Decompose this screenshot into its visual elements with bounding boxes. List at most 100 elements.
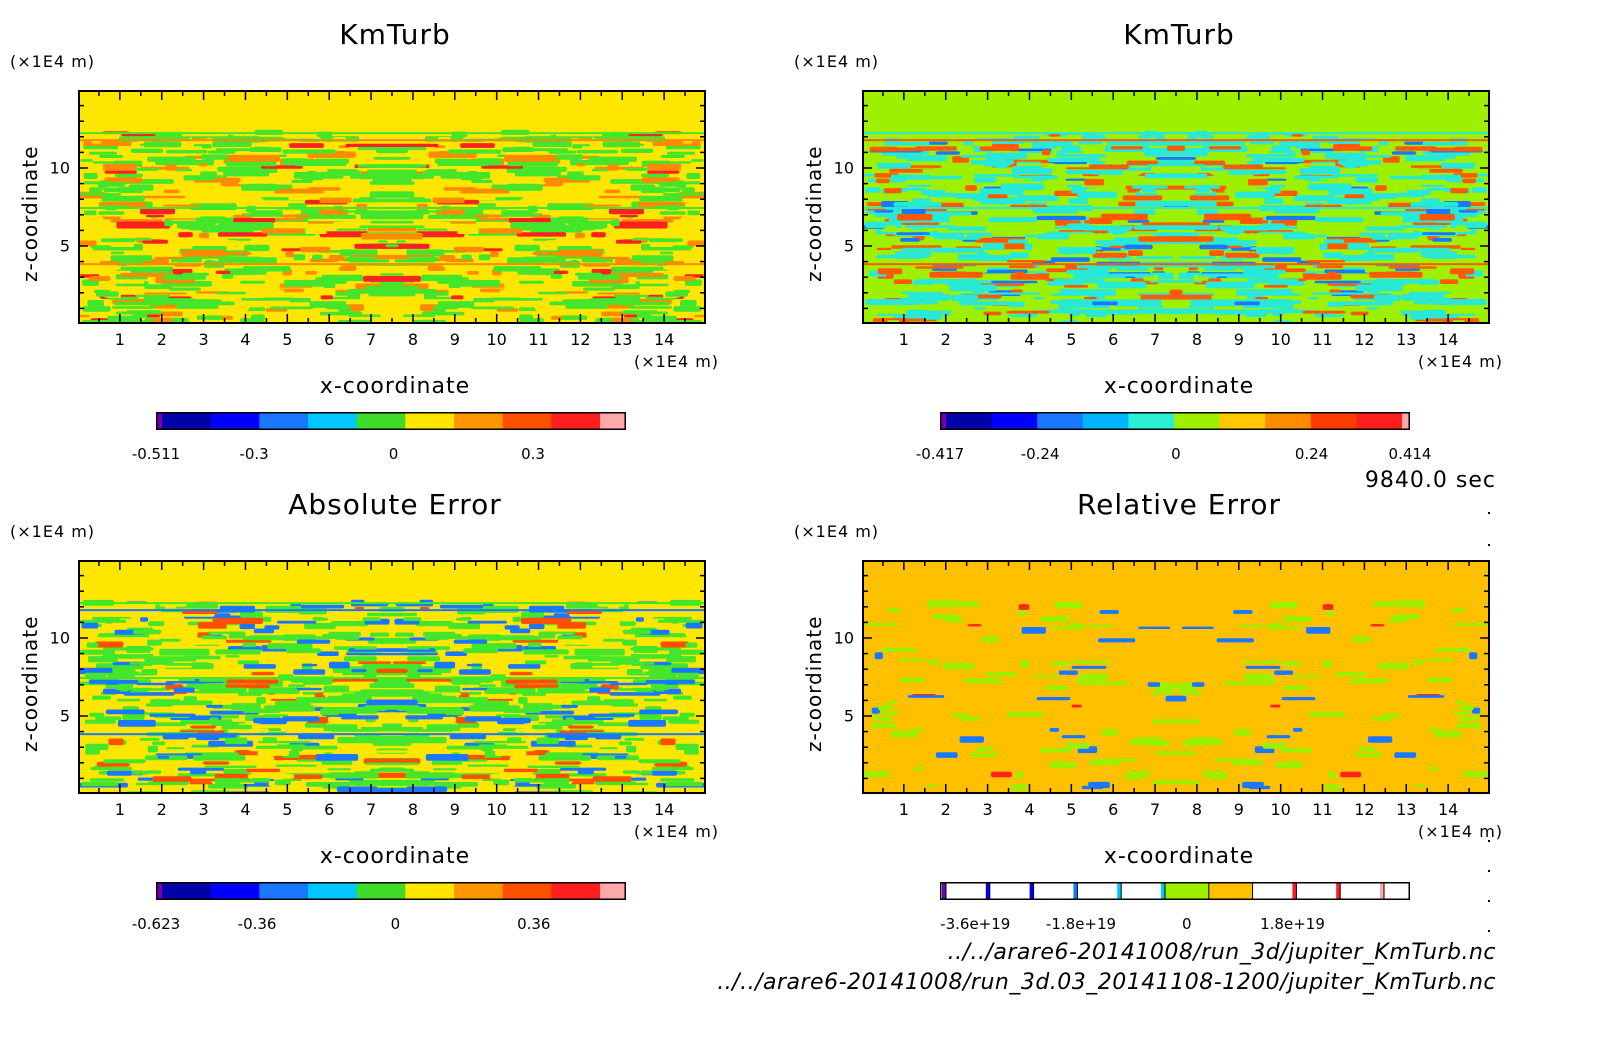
heatmap-cell [1065,742,1090,749]
heatmap-cell [991,280,1038,284]
heatmap-cell [1089,164,1129,170]
heatmap-cell [671,654,682,659]
heatmap-cell [181,611,217,614]
heatmap-cell [563,655,601,660]
heatmap-cell [680,300,697,307]
heatmap-cell [380,281,401,288]
heatmap-cell [514,171,561,177]
heatmap-cell [645,679,696,684]
heatmap-cell [623,233,635,240]
heatmap-cell [1324,784,1341,791]
heatmap-cell [323,283,336,288]
heatmap-cell [103,193,121,197]
heatmap-cell [82,306,111,312]
heatmap-cell [1088,781,1110,789]
heatmap-cell [1010,274,1050,280]
heatmap-cell [315,754,359,761]
heatmap-cell [675,743,699,750]
heatmap-cell [518,696,528,704]
heatmap-cell [904,225,954,229]
heatmap-cell [628,719,667,727]
heatmap-cell [158,665,198,668]
x-tick-label: 3 [198,800,209,819]
heatmap-cell [890,301,939,305]
heatmap-cell [464,716,502,722]
heatmap-cell [906,309,930,315]
heatmap-cell [1257,167,1287,170]
heatmap-cell [335,777,364,781]
heatmap-cell [1365,226,1404,231]
heatmap-cell [1154,151,1194,156]
heatmap-cell [445,319,474,323]
heatmap-cell [180,146,203,150]
heatmap-cell [645,672,699,675]
heatmap-cell [1138,236,1190,242]
heatmap-cell [493,779,510,786]
heatmap-cell [626,669,643,676]
heatmap-cell [320,295,333,300]
heatmap-cell [253,717,288,724]
x-tick-label: 13 [612,330,633,349]
heatmap-cell [145,214,165,218]
x-tick-label: 1 [898,330,909,349]
heatmap-cell [1324,269,1377,274]
heatmap-cell [498,635,535,641]
heatmap-cell [901,207,926,215]
heatmap-cell [373,156,403,160]
heatmap-cell [1189,195,1230,201]
heatmap-cell [1179,691,1203,695]
heatmap-cell [1460,247,1476,250]
colorbar-stripe [1336,882,1341,900]
heatmap-cell [1040,615,1069,622]
heatmap-cell [881,229,935,232]
heatmap-cell [473,700,510,706]
heatmap-cell [1170,200,1217,207]
colorbar [940,412,1410,430]
heatmap-cell [164,298,195,305]
heatmap-cell [89,778,125,782]
heatmap-cell [1344,194,1365,199]
heatmap-cell [1068,198,1088,204]
colorbar-swatch [1077,882,1122,900]
colorbar-swatch [1384,882,1410,900]
heatmap-cell [1243,269,1286,274]
heatmap-cell [471,179,493,183]
heatmap-cell [1428,255,1460,259]
heatmap-cell [105,709,145,715]
x-tick-label: 13 [1396,330,1417,349]
x-tick-label: 6 [1108,800,1119,819]
heatmap-cell [660,738,676,746]
heatmap-cell [328,661,350,669]
colorbar-swatch [405,412,455,430]
heatmap-cell [1394,752,1417,758]
heatmap-cell [639,279,671,284]
heatmap-cell [1303,271,1325,274]
heatmap-cell [1136,256,1174,259]
heatmap-cell [1236,289,1287,296]
heatmap-cell [1116,267,1149,271]
heatmap-cell [83,173,98,179]
heatmap-cell [269,306,314,310]
x-tick-label: 12 [570,800,591,819]
heatmap-cell [653,270,704,275]
colorbar-swatch [308,882,358,900]
heatmap-cell [1179,256,1216,259]
heatmap-cell [660,641,689,648]
heatmap-cell [379,290,416,297]
heatmap-cell [1112,273,1155,277]
heatmap-cell [359,225,412,228]
heatmap-cell [473,214,503,218]
heatmap-cell [327,768,352,771]
colorbar-swatch [308,412,358,430]
heatmap-cell [587,696,601,702]
heatmap-cell [288,684,306,687]
heatmap-cell [982,243,1005,250]
heatmap-cell [1225,252,1260,258]
heatmap-cell [1236,758,1259,766]
heatmap-cell [166,747,185,750]
x-axis-label: x-coordinate [319,374,471,399]
heatmap-cell [1255,296,1268,300]
heatmap-cell [1068,233,1115,241]
heatmap-cell [89,187,102,193]
colorbar-swatch [156,882,163,900]
